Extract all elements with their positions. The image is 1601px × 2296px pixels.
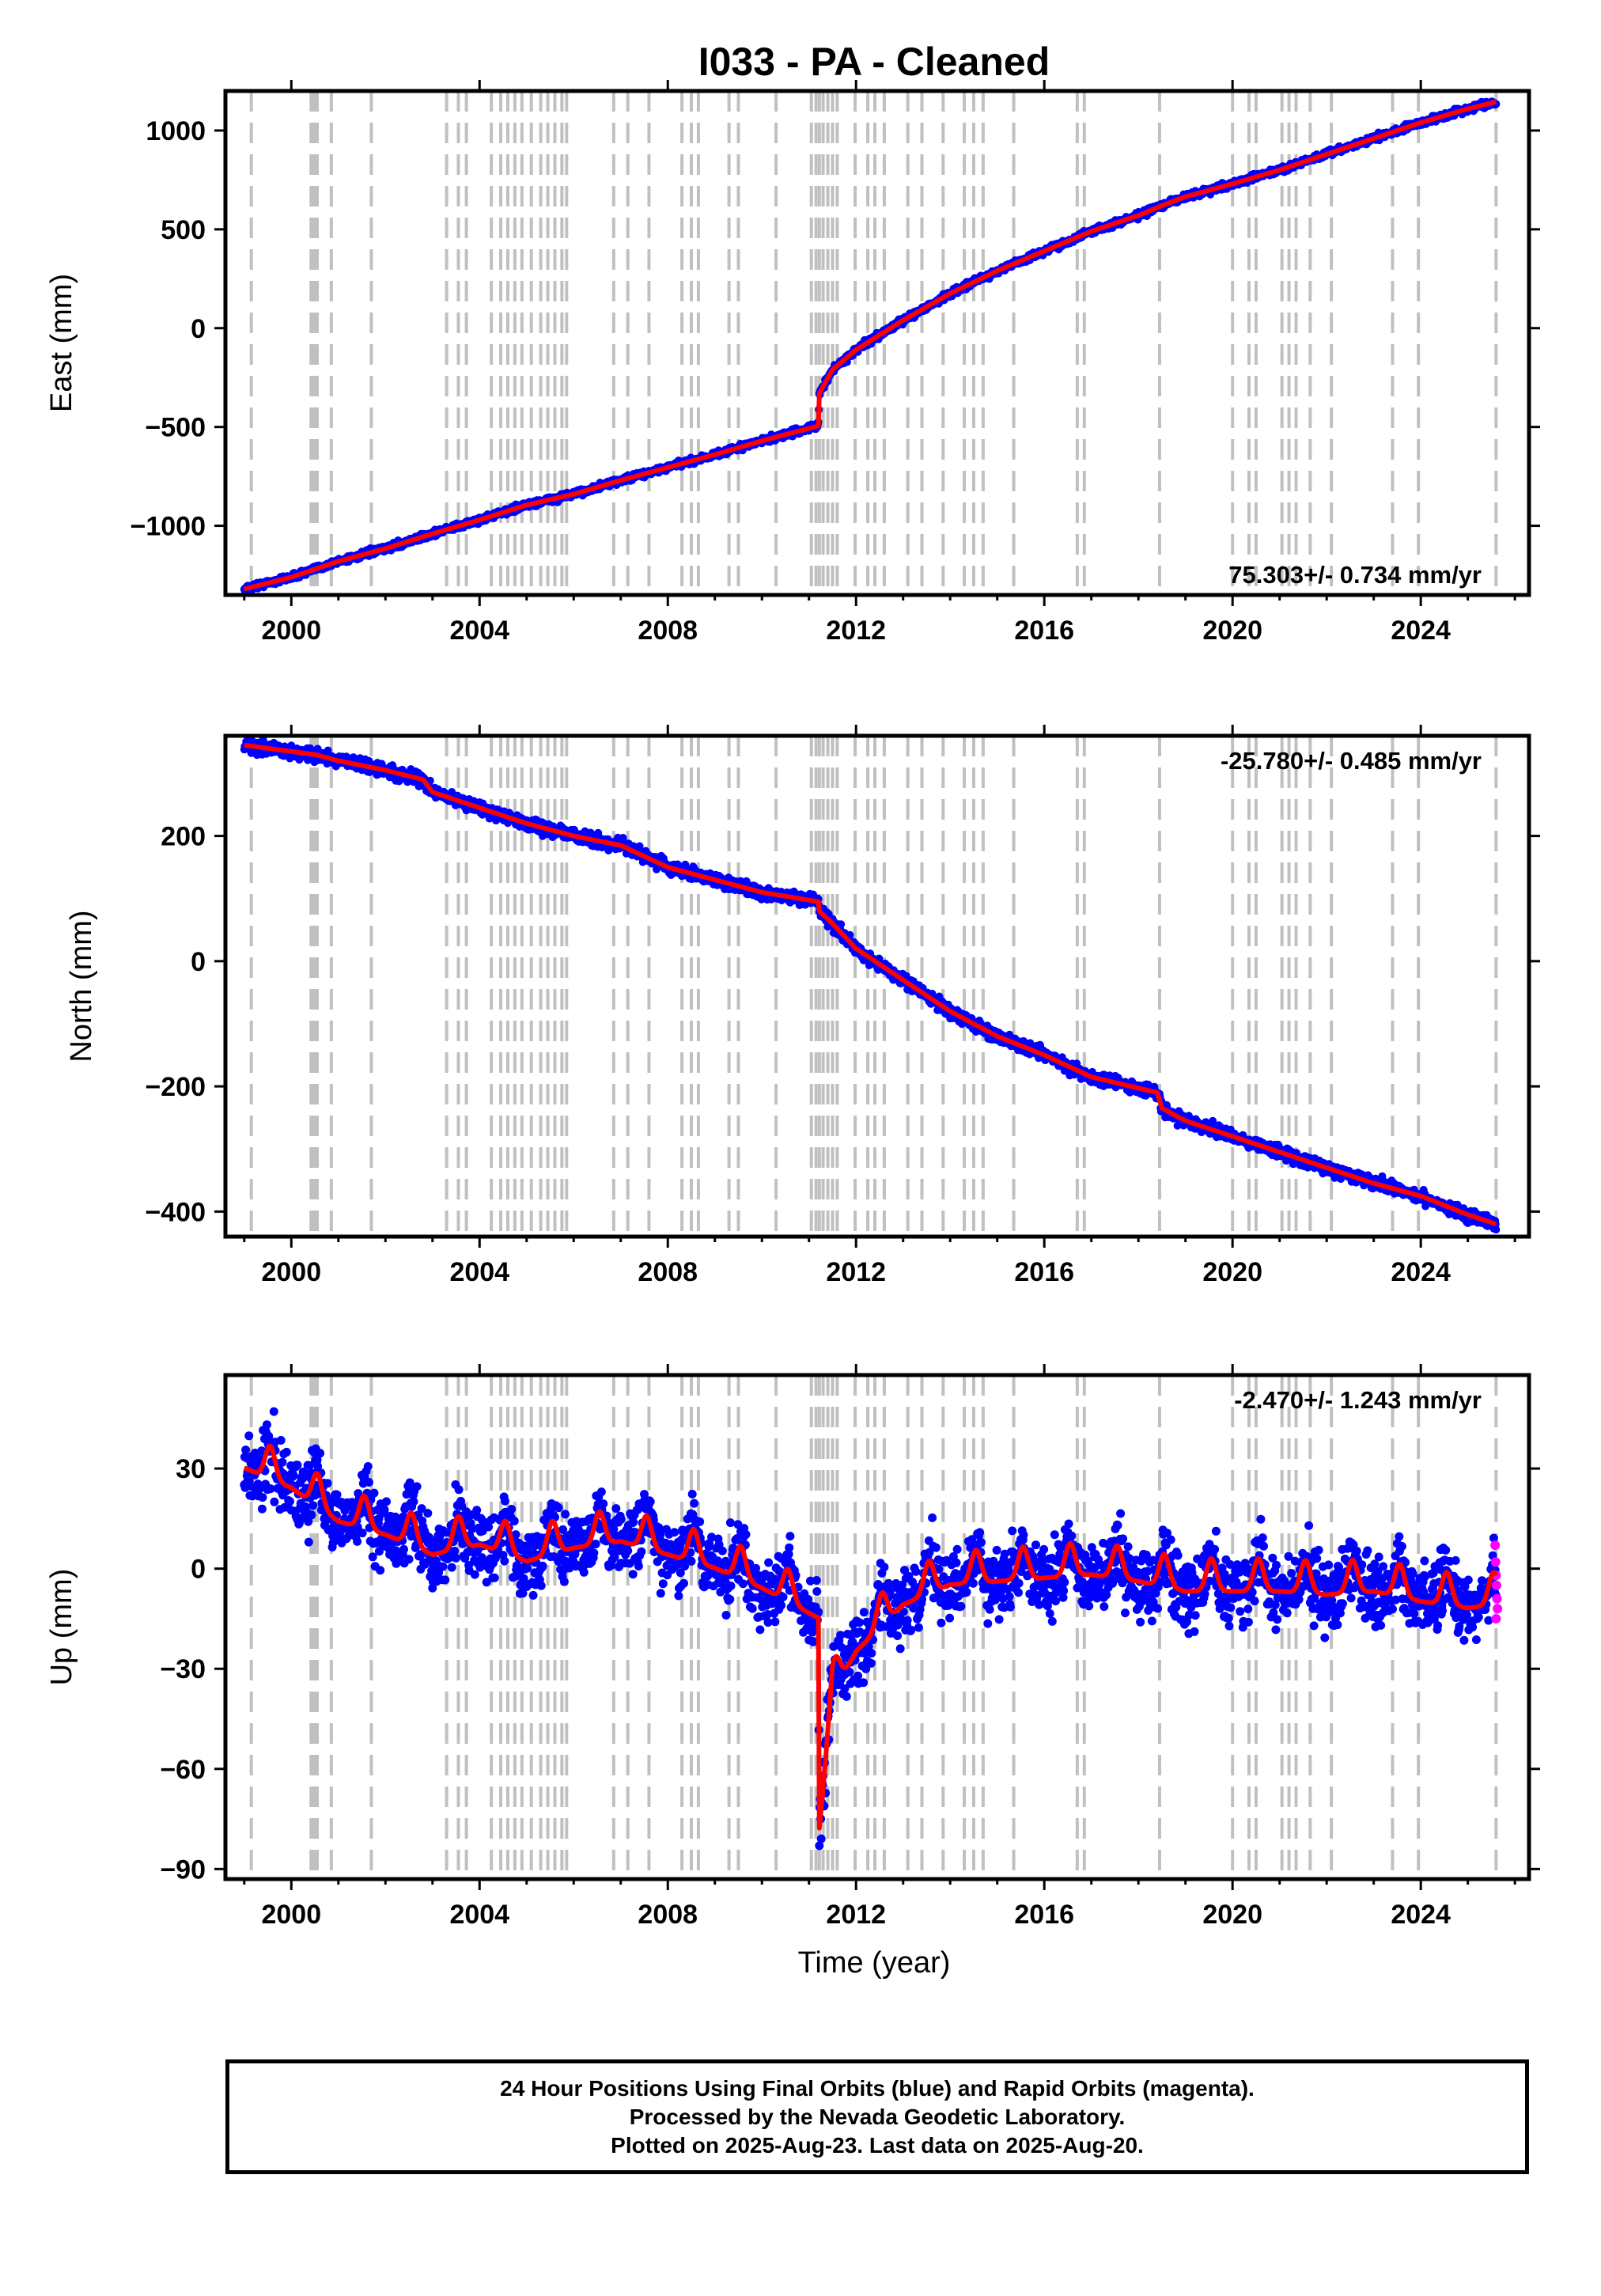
x-tick-label: 2024 xyxy=(1391,616,1451,646)
x-tick-label: 2012 xyxy=(826,616,886,646)
y-tick-label: 0 xyxy=(191,314,206,344)
plot-area xyxy=(240,736,1501,1237)
plot-area xyxy=(240,91,1501,595)
x-tick-label: 2000 xyxy=(261,616,321,646)
y-tick-label: −1000 xyxy=(131,512,206,542)
y-tick-label: 500 xyxy=(161,215,206,245)
data-point xyxy=(1209,1116,1217,1125)
figure-title: I033 - PA - Cleaned xyxy=(698,40,1050,84)
y-tick-label: −500 xyxy=(145,413,206,443)
data-point xyxy=(635,842,644,851)
x-tick-label: 2008 xyxy=(638,616,698,646)
panel-0: 1000 500 0 −500 −1000 2000 2004 2008 2012 2016 202… xyxy=(45,80,1540,646)
rate-label: 75.303+/- 0.734 mm/yr xyxy=(1228,561,1482,589)
model-line xyxy=(244,99,1497,592)
data-point xyxy=(837,920,846,929)
x-tick-label: 2016 xyxy=(1014,616,1074,646)
x-tick-label: 2004 xyxy=(449,616,509,646)
y-axis-label: East (mm) xyxy=(45,274,78,412)
x-tick-label: 2020 xyxy=(1202,616,1262,646)
plot-frame xyxy=(223,89,1531,597)
y-tick-label: 1000 xyxy=(146,116,206,146)
data-point xyxy=(448,788,456,796)
